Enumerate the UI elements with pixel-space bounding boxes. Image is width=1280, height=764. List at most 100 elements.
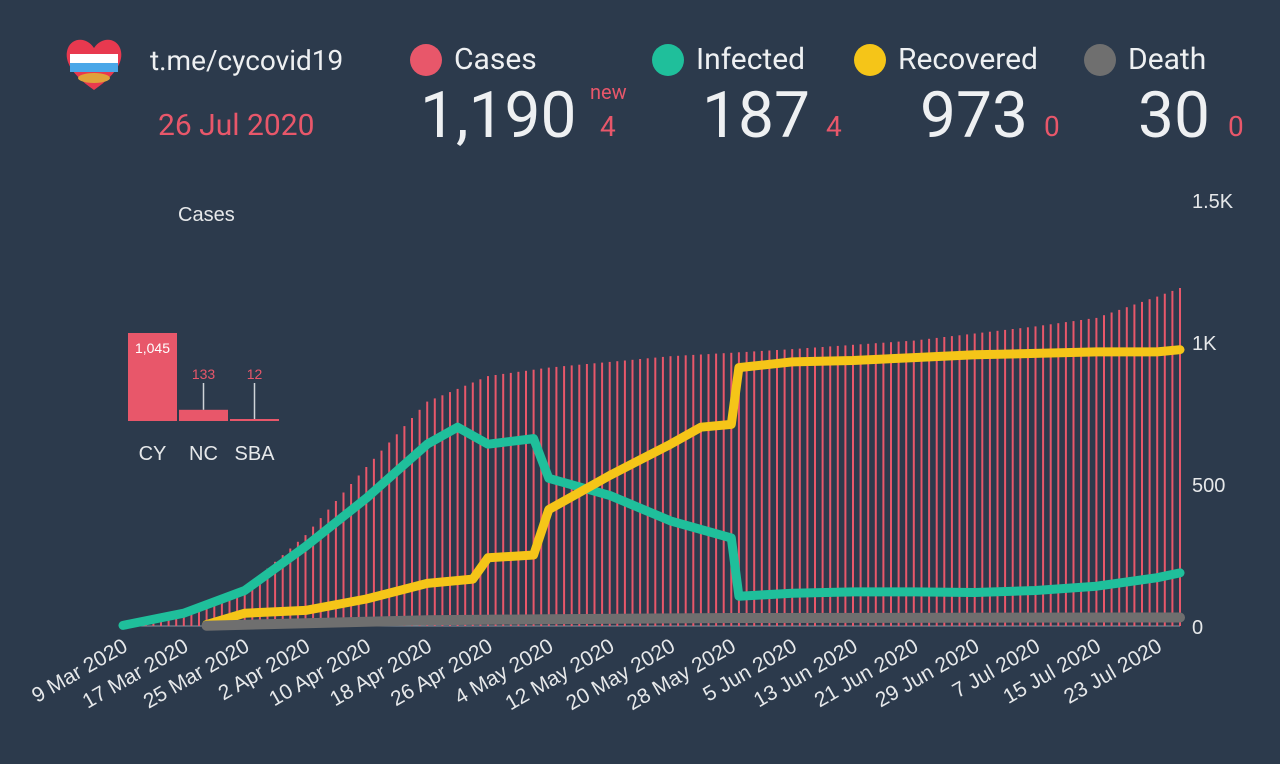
cases-bar bbox=[1133, 304, 1136, 626]
cases-bar bbox=[1179, 288, 1181, 626]
cases-bar bbox=[943, 337, 946, 626]
inset-value-label: 133 bbox=[192, 366, 216, 382]
cases-bar bbox=[631, 359, 634, 627]
cases-bar bbox=[403, 426, 406, 626]
cases-bar bbox=[296, 541, 299, 626]
cases-bar bbox=[730, 352, 733, 626]
cases-bar bbox=[471, 382, 474, 626]
inset-category-label: SBA bbox=[234, 443, 275, 465]
cases-bar bbox=[928, 338, 931, 626]
cases-bar bbox=[1163, 293, 1166, 626]
cases-bar bbox=[988, 331, 991, 626]
cases-bar bbox=[1072, 321, 1075, 626]
cases-bar bbox=[540, 368, 543, 626]
cases-bar bbox=[1141, 301, 1143, 626]
channel-link[interactable]: t.me/cycovid19 bbox=[150, 44, 344, 77]
cases-bar bbox=[555, 366, 558, 626]
death-dot-icon bbox=[1084, 44, 1116, 76]
cases-bar bbox=[547, 367, 550, 626]
cases-bar bbox=[1103, 315, 1105, 626]
inset-title: Cases bbox=[178, 204, 235, 226]
cases-bar bbox=[266, 568, 269, 626]
cases-bar bbox=[950, 336, 953, 626]
cases-bar bbox=[464, 385, 467, 626]
cases-bar bbox=[1057, 323, 1060, 626]
cases-bar bbox=[449, 392, 451, 626]
inset-bar-sba bbox=[230, 419, 279, 421]
cases-bar bbox=[190, 609, 193, 626]
cases-bar bbox=[236, 591, 239, 626]
cases-bar bbox=[441, 395, 444, 627]
cases-bar bbox=[289, 548, 292, 626]
recovered-dot-icon bbox=[854, 44, 886, 76]
cases-bar bbox=[243, 588, 246, 626]
cases-bar bbox=[920, 339, 923, 626]
cases-bar bbox=[722, 353, 725, 626]
cases-bar bbox=[479, 379, 482, 626]
cases-bar bbox=[882, 342, 885, 626]
cases-bar bbox=[973, 333, 976, 626]
cases-bar bbox=[1026, 327, 1029, 626]
cases-bar bbox=[228, 594, 231, 626]
infected-label: Infected bbox=[696, 42, 806, 77]
cases-bar bbox=[1004, 329, 1007, 626]
cases-bar bbox=[715, 353, 718, 626]
cases-bar bbox=[836, 345, 839, 626]
recovered-label: Recovered bbox=[898, 42, 1038, 77]
cases-bar bbox=[791, 349, 794, 626]
cases-bar bbox=[814, 347, 816, 626]
cases-bar bbox=[768, 350, 771, 626]
quarantine-logo bbox=[58, 28, 130, 100]
cases-bar bbox=[707, 354, 710, 626]
cases-bar bbox=[342, 492, 345, 626]
y-tick-label: 500 bbox=[1192, 475, 1225, 497]
cases-bar bbox=[760, 350, 763, 626]
cases-bar bbox=[426, 401, 429, 626]
y-tick-label: 1K bbox=[1192, 333, 1217, 355]
cases-bar bbox=[1095, 317, 1098, 626]
cases-bar bbox=[1156, 296, 1159, 626]
cases-bar bbox=[319, 518, 322, 626]
cases-bar bbox=[753, 351, 756, 626]
cases-bar bbox=[334, 501, 337, 626]
inset-value-label: 12 bbox=[247, 366, 263, 382]
cases-bar bbox=[198, 606, 200, 626]
cases-bar bbox=[532, 369, 535, 626]
recovered-delta: 0 bbox=[1044, 110, 1060, 143]
cases-bar bbox=[1110, 312, 1113, 626]
report-date: 26 Jul 2020 bbox=[158, 108, 315, 143]
cases-bar bbox=[175, 613, 178, 626]
cases-bar bbox=[646, 358, 649, 626]
cases-bar bbox=[585, 364, 588, 626]
cases-dot-icon bbox=[410, 44, 442, 76]
cases-bar bbox=[1042, 325, 1045, 626]
cases-bar bbox=[509, 372, 512, 626]
cases-bar bbox=[616, 361, 619, 626]
infected-line bbox=[118, 422, 1185, 630]
cases-bar bbox=[487, 376, 489, 626]
cases-bar bbox=[654, 357, 657, 626]
cases-bar bbox=[1125, 307, 1128, 626]
cases-bar bbox=[639, 359, 642, 626]
cases-bar bbox=[517, 371, 520, 626]
cases-bar bbox=[327, 509, 330, 626]
recovered-line bbox=[202, 345, 1185, 630]
cases-bar bbox=[890, 342, 892, 626]
cases-bar bbox=[981, 332, 984, 626]
cases-bar bbox=[456, 388, 459, 626]
cases-label: Cases bbox=[454, 42, 537, 77]
cases-bar bbox=[220, 597, 223, 626]
cases-bar bbox=[304, 535, 307, 626]
cases-bar bbox=[958, 335, 961, 626]
cases-bar bbox=[684, 355, 687, 626]
cases-bar bbox=[1080, 320, 1083, 626]
death-delta: 0 bbox=[1228, 110, 1244, 143]
death-line bbox=[201, 612, 1185, 631]
cases-bar bbox=[182, 612, 185, 626]
cases-bar bbox=[494, 375, 497, 626]
cases-bar bbox=[525, 370, 527, 626]
cases-bar bbox=[350, 484, 353, 626]
cases-bar bbox=[274, 561, 277, 626]
cases-bar bbox=[213, 600, 216, 626]
